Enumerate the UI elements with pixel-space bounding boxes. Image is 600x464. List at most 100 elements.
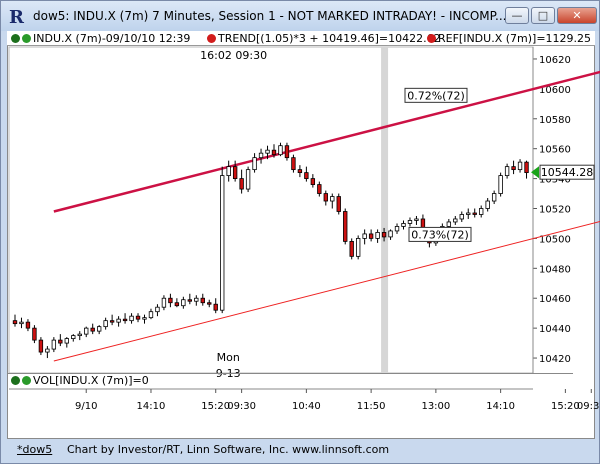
minimize-button[interactable]: — [505,7,529,24]
candle-body [239,178,244,190]
chart-tab[interactable]: *dow5 [17,443,53,456]
day-label: Mon [217,351,240,364]
chart-legend: INDU.X (7m)-09/10/10 12:39 TREND[(1.05)*… [7,31,595,46]
candle-body [200,297,205,304]
candle-body [45,348,50,353]
candle-body [511,166,516,171]
candle-body [323,193,328,202]
last-price-label: 10544.28 [541,166,594,179]
candle-body [362,233,367,239]
price-chart[interactable]: 10420 10440 10460 10480 10500 10520 10540 10560… [1,1,600,441]
candle-body [284,145,290,159]
y-tick-label: 10520 [539,205,571,216]
candle-body [310,178,316,185]
candle-body [207,302,212,305]
y-tick-label: 10540 [539,175,571,186]
candle-body [355,238,361,257]
candle-body [187,299,193,302]
candle-body [161,297,167,308]
candle-body [109,320,115,323]
candle-body [32,327,37,341]
y-tick-label: 10500 [539,234,571,245]
close-button[interactable]: ✕ [557,7,597,24]
y-tick-label: 10420 [539,354,571,365]
candle-body [220,175,225,311]
candle-body [64,338,69,344]
candle-body [524,161,529,174]
candle-body [472,212,477,215]
credit-text: Chart by Investor/RT, Linn Software, Inc… [67,443,390,456]
legend-symbol-label: INDU.X (7m)-09/10/10 12:39 [33,32,191,45]
candle-body [129,315,134,322]
candle-body [245,169,251,190]
legend-symbol[interactable]: INDU.X (7m)-09/10/10 12:39 [11,32,190,45]
candle-body [194,297,199,302]
upper-channel-line [53,70,600,213]
x-tick-label: 9/10 [75,401,97,412]
x-tick-label: 09:30 [577,401,600,412]
candle-body [349,241,354,257]
candle-body [226,166,231,177]
last-price-box [539,164,595,180]
lower-channel-label: 0.73%(72) [411,228,469,241]
candle-body [142,317,147,320]
lower-channel-label-box [408,226,472,242]
candle-body [388,230,393,238]
legend-trend[interactable]: TREND[(1.05)*3 + 10419.46]=10422.62 [207,32,441,45]
candle-body [103,320,108,328]
highlight-column [381,47,389,373]
symbol-dot-icon [11,34,20,43]
maximize-button[interactable]: □ [531,7,555,24]
candle-body [330,196,335,202]
candle-body [155,306,160,313]
minimize-icon: — [511,9,523,22]
close-icon: ✕ [572,9,582,22]
candle-body [414,218,419,221]
vol-dot-icon [22,376,31,385]
y-tick-label: 10560 [539,145,571,156]
x-tick-label: 13:00 [421,401,450,412]
app-logo-icon: R [9,7,24,28]
candle-body [485,200,490,209]
candle-body [278,145,283,156]
legend-ref[interactable]: REF[INDU.X (7m)]=1129.25 [427,32,591,45]
legend-trend-label: TREND[(1.05)*3 + 10419.46]=10422.62 [218,32,441,45]
candle-body [58,339,63,344]
y-tick-label: 10460 [539,294,571,305]
candle-body [466,212,471,215]
candle-body [174,302,180,307]
candle-body [122,318,128,322]
x-tick-label: 11:50 [357,401,386,412]
candle-body [336,196,341,212]
volume-panel[interactable]: VOL[INDU.X (7m)]=0 [7,373,573,388]
last-price-arrow-icon [531,166,539,179]
x-tick-label: 15:20 [201,401,230,412]
candle-body [407,220,413,224]
maximize-icon: □ [537,9,549,22]
candle-body [517,161,523,171]
candle-body [148,311,154,319]
upper-channel-label-box [404,87,468,103]
candle-body [252,157,257,171]
legend-ref-label: REF[INDU.X (7m)]=1129.25 [438,32,592,45]
y-tick-label: 10600 [539,85,571,96]
candle-body [304,172,309,179]
candle-body [375,232,380,239]
candle-body [96,326,102,332]
trend-dot-icon [207,34,216,43]
candle-body [271,149,277,156]
lower-channel-line [53,221,600,362]
candle-body [291,157,296,171]
candle-body [71,335,76,340]
x-tick-label: 10:40 [292,401,321,412]
candle-body [25,321,31,329]
y-tick-label: 10480 [539,264,571,275]
candle-body [394,226,400,232]
upper-channel-label: 0.72%(72) [407,89,465,102]
candle-body [84,327,89,335]
candle-body [381,232,387,238]
candle-body [232,166,238,179]
candle-body [181,299,186,307]
title-bar[interactable]: R dow5: INDU.X (7m) 7 Minutes, Session 1… [1,1,599,31]
